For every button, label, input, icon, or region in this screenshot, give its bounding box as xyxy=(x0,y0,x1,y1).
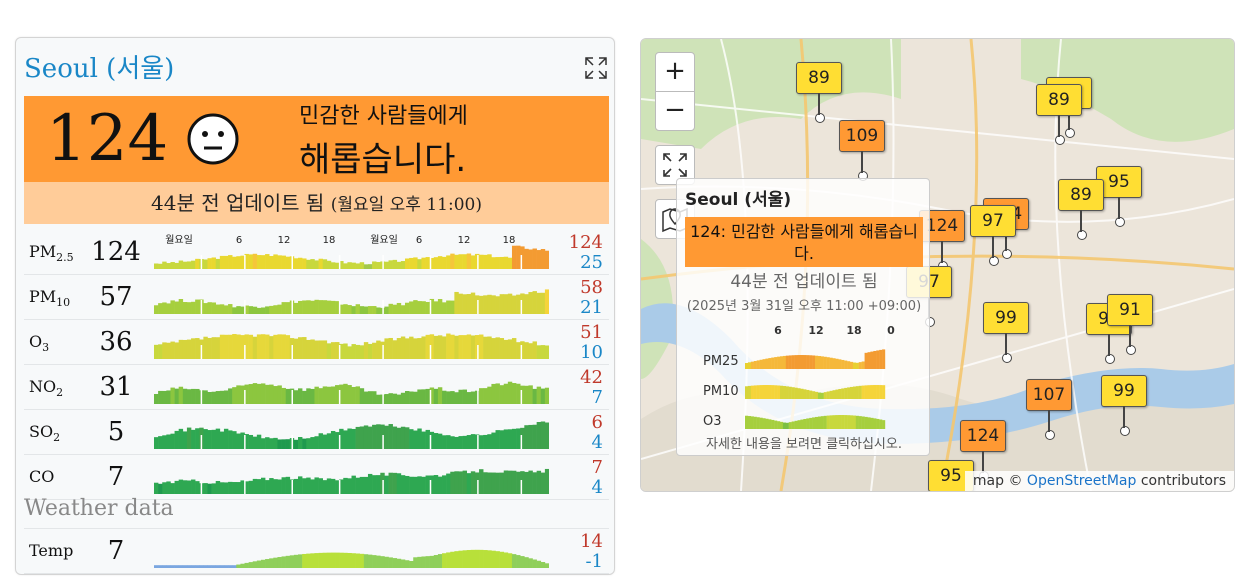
time-tick-label: 월요일 xyxy=(165,234,193,246)
pollutant-sparkline xyxy=(154,468,549,494)
station-marker[interactable]: 89 xyxy=(1058,179,1104,240)
pollutant-name: PM2.5 xyxy=(29,242,74,265)
attribution-prefix: map © xyxy=(972,473,1027,489)
pollutant-min: 4 xyxy=(591,432,603,453)
popup-tick: 0 xyxy=(887,324,895,337)
temp-row[interactable]: Temp 7 14 -1 xyxy=(24,528,609,574)
pollutant-name: SO2 xyxy=(29,422,61,445)
pollutant-row[interactable]: NO2 31 42 7 xyxy=(24,365,609,410)
pollutant-name: O3 xyxy=(29,332,50,355)
level-text-line2: 해롭습니다. xyxy=(299,140,467,180)
station-marker[interactable]: 89 xyxy=(796,62,842,123)
pollutant-row[interactable]: PM10 57 58 21 xyxy=(24,275,609,320)
expand-icon[interactable] xyxy=(584,56,608,80)
temp-label: Temp xyxy=(29,541,74,560)
time-tick-label: 6 xyxy=(236,235,242,246)
popup-date: (2025년 3월 31일 오후 11:00 +09:00) xyxy=(686,299,922,314)
pollutant-row[interactable]: CO 7 7 4 xyxy=(24,455,609,500)
update-time-bar: 44분 전 업데이트 됨 (월요일 오후 11:00) xyxy=(24,182,609,224)
aqi-widget-card: Seoul (서울) 124 민감한 사람들에게 해롭습니다. 44분 전 업데… xyxy=(15,37,615,575)
pollutant-value: 57 xyxy=(99,282,133,312)
time-tick-label: 12 xyxy=(278,235,291,246)
pollutant-sparkline: 월요일 6 12 18 월요일 6 12 18 xyxy=(154,234,549,269)
pollutant-sparkline xyxy=(154,289,549,314)
osm-link[interactable]: OpenStreetMap xyxy=(1026,473,1137,489)
popup-pollutant-label: O3 xyxy=(703,414,722,429)
popup-title: Seoul (서울) xyxy=(685,190,792,210)
popup-update: 44분 전 업데이트 됨 xyxy=(730,272,878,292)
pollutant-max: 6 xyxy=(591,412,603,433)
station-marker[interactable]: 107 xyxy=(1026,379,1072,440)
fullscreen-icon xyxy=(663,153,687,177)
aqi-banner: 124 민감한 사람들에게 해롭습니다. xyxy=(24,96,609,182)
pollutant-value: 31 xyxy=(99,372,133,402)
popup-help: 자세한 내용을 보려면 클릭하십시오. xyxy=(706,437,902,452)
popup-tick: 6 xyxy=(774,324,782,337)
time-tick-label: 월요일 xyxy=(370,234,398,246)
weather-title: Weather data xyxy=(24,496,174,521)
station-marker[interactable]: 89 xyxy=(1036,84,1082,145)
station-marker[interactable]: 99 xyxy=(983,302,1029,363)
pollutant-max: 124 xyxy=(568,232,603,253)
time-tick-label: 18 xyxy=(503,235,516,246)
station-marker[interactable]: 91 xyxy=(1107,294,1153,355)
map-attribution: map © OpenStreetMap contributors xyxy=(964,471,1234,491)
pollutant-name: PM10 xyxy=(29,287,71,310)
pollutant-max: 58 xyxy=(580,277,603,298)
zoom-in-button[interactable]: + xyxy=(655,52,695,92)
pollutant-min: 10 xyxy=(580,342,603,363)
neutral-face-icon xyxy=(187,113,239,165)
time-tick-label: 18 xyxy=(323,235,336,246)
pollutant-sparkline xyxy=(154,333,549,359)
pollutant-sparkline xyxy=(154,421,549,449)
city-title[interactable]: Seoul (서울) xyxy=(24,54,175,84)
pollutant-value: 5 xyxy=(107,417,125,447)
station-marker[interactable]: 109 xyxy=(839,120,885,181)
popup-pollutant-label: PM10 xyxy=(703,384,739,399)
station-marker[interactable]: 97 xyxy=(970,205,1016,266)
level-text-line1: 민감한 사람들에게 xyxy=(299,104,468,129)
pollutant-row[interactable]: O3 36 51 10 xyxy=(24,320,609,365)
pollutant-rows: PM2.5 124 월요일 6 12 18 월요일 6 12 18 124 25 PM10 57 58 21 O… xyxy=(24,230,609,500)
temp-min: -1 xyxy=(585,551,603,572)
pollutant-value: 36 xyxy=(99,327,133,357)
time-tick-label: 12 xyxy=(458,235,471,246)
pollutant-row[interactable]: SO2 5 6 4 xyxy=(24,410,609,455)
zoom-out-button[interactable]: − xyxy=(655,91,695,131)
pollutant-max: 7 xyxy=(591,457,603,478)
time-tick-label: 6 xyxy=(416,235,422,246)
pollutant-name: NO2 xyxy=(29,377,64,400)
temp-value: 7 xyxy=(107,536,125,566)
temp-max: 14 xyxy=(580,531,603,552)
attribution-suffix: contributors xyxy=(1136,473,1226,489)
popup-tick: 18 xyxy=(846,324,861,337)
pollutant-row[interactable]: PM2.5 124 월요일 6 12 18 월요일 6 12 18 124 25 xyxy=(24,230,609,275)
station-popup[interactable]: Seoul (서울) 124: 민감한 사람들에게 해롭습니다. 44분 전 업… xyxy=(676,178,930,456)
pollutant-min: 7 xyxy=(591,387,603,408)
pollutant-min: 4 xyxy=(591,477,603,498)
update-datetime: (월요일 오후 11:00) xyxy=(330,195,482,215)
pollutant-min: 25 xyxy=(580,252,603,273)
popup-aqi-banner: 124: 민감한 사람들에게 해롭습니다. xyxy=(685,217,923,267)
aqi-value: 124 xyxy=(46,102,169,176)
popup-tick: 12 xyxy=(808,324,823,337)
pollutant-max: 51 xyxy=(580,322,603,343)
aqi-map[interactable]: + − 891099989958912497124999991107991249… xyxy=(640,38,1235,492)
popup-sparklines: 6 12 18 0 PM25 PM10 O3 xyxy=(703,324,895,429)
station-marker[interactable]: 124 xyxy=(960,420,1006,481)
popup-pollutant-label: PM25 xyxy=(703,354,739,369)
temp-sparkline xyxy=(154,549,549,568)
pollutant-value: 7 xyxy=(107,462,125,492)
pollutant-value: 124 xyxy=(91,237,141,267)
station-marker[interactable]: 99 xyxy=(1101,375,1147,436)
update-ago: 44분 전 업데이트 됨 xyxy=(151,191,325,215)
pollutant-min: 21 xyxy=(580,297,603,318)
pollutant-max: 42 xyxy=(580,367,603,388)
pollutant-name: CO xyxy=(29,467,55,486)
pollutant-sparkline xyxy=(154,381,549,404)
